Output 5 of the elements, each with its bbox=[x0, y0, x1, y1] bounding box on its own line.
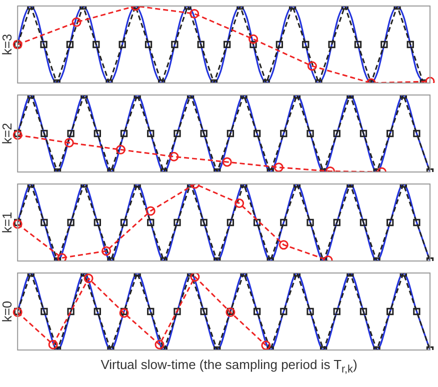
y-axis-title: k=3 bbox=[0, 34, 14, 56]
y-axis-title: k=2 bbox=[0, 122, 14, 144]
x-axis-title: Virtual slow-time (the sampling period is T$_{r,k}$) bbox=[100, 356, 358, 378]
y-axis-title: k=1 bbox=[0, 212, 14, 234]
y-axis-title: k=0 bbox=[0, 300, 14, 322]
